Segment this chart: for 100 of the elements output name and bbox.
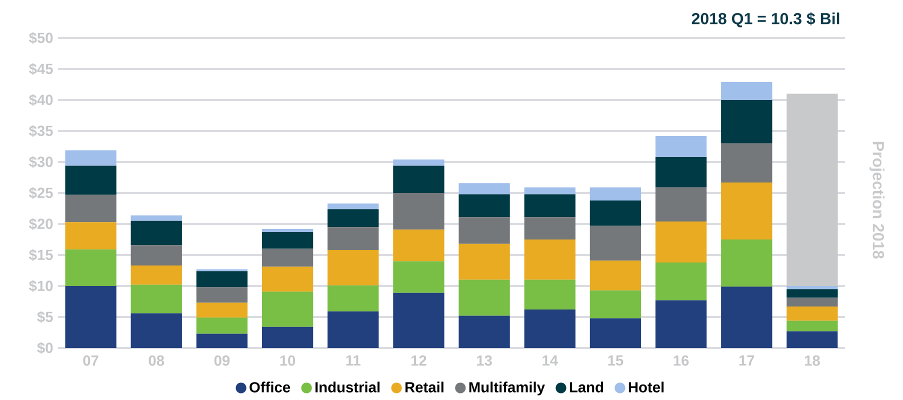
y-tick-label: $15 <box>29 249 53 261</box>
bar <box>393 230 444 262</box>
y-tick-label: $35 <box>29 125 53 137</box>
legend-label: Multifamily <box>469 382 545 396</box>
text: 2018 Q1 = 10.3 $ Bil <box>692 12 840 28</box>
bar <box>721 182 772 240</box>
bar <box>786 94 838 286</box>
bar <box>458 316 510 348</box>
y-tick-label: $25 <box>29 187 53 199</box>
bar <box>590 226 642 261</box>
bar <box>328 227 379 250</box>
bar <box>655 300 707 348</box>
y-tick-label: $0 <box>37 342 53 354</box>
y-tick-label: $20 <box>29 218 53 230</box>
x-tick-label: 18 <box>804 355 820 366</box>
x-tick-label: 10 <box>280 355 296 366</box>
bar <box>130 313 182 348</box>
y-tick-label: $10 <box>29 280 53 292</box>
bar <box>458 244 510 280</box>
bar <box>655 187 707 222</box>
bar <box>458 217 510 244</box>
bar <box>786 331 838 348</box>
x-tick-label: 07 <box>83 355 98 366</box>
bar <box>655 222 707 262</box>
y-tick-label: $40 <box>29 94 53 106</box>
bar <box>196 318 248 334</box>
bar <box>524 217 576 240</box>
bar <box>130 215 182 221</box>
bar <box>655 157 707 188</box>
bar <box>721 240 772 287</box>
y-tick-label: $45 <box>29 63 53 75</box>
bar <box>262 228 314 232</box>
legend-label: Office <box>250 382 290 392</box>
bar <box>393 160 444 166</box>
bar <box>786 289 838 298</box>
bar <box>65 286 116 348</box>
bar <box>590 290 642 318</box>
bar <box>328 311 379 348</box>
x-tick-label: 15 <box>608 355 624 366</box>
bar <box>590 187 642 200</box>
bar <box>130 266 182 285</box>
bar <box>262 326 314 348</box>
bar <box>786 286 838 290</box>
bar <box>393 193 444 230</box>
legend-label: Hotel <box>628 382 664 392</box>
bar <box>458 194 510 218</box>
y-tick-label: $30 <box>29 156 53 168</box>
legend-label: Retail <box>405 382 444 392</box>
bar <box>786 306 838 321</box>
legend-label: Land <box>570 382 604 392</box>
bar <box>655 136 707 158</box>
x-tick-label: 09 <box>214 355 230 366</box>
bar <box>721 82 772 100</box>
bar <box>721 143 772 182</box>
x-tick-label: 13 <box>477 355 492 366</box>
bar <box>262 232 314 249</box>
bar <box>196 302 248 318</box>
bar <box>524 240 576 280</box>
x-tick-label: 12 <box>411 355 426 366</box>
bar <box>590 260 642 290</box>
bar <box>196 271 248 288</box>
legend-label: Industrial <box>316 382 380 392</box>
bar <box>65 194 116 222</box>
bar <box>130 284 182 314</box>
bar <box>65 150 116 166</box>
bar <box>393 166 444 193</box>
bar <box>130 245 182 266</box>
bar <box>65 166 116 195</box>
bar <box>262 266 314 292</box>
bar <box>524 194 576 218</box>
bar <box>721 286 772 348</box>
bar <box>196 287 248 303</box>
x-tick-label: 17 <box>739 355 754 366</box>
bar <box>458 280 510 316</box>
bar <box>262 248 314 267</box>
bar <box>458 183 510 194</box>
y-tick-label: $50 <box>29 32 53 44</box>
bar <box>524 187 576 194</box>
bar <box>786 298 838 306</box>
y-tick-label: $5 <box>37 311 53 323</box>
bar <box>65 249 116 286</box>
bar <box>786 320 838 332</box>
bar <box>655 262 707 300</box>
bar <box>524 310 576 348</box>
bar <box>590 318 642 348</box>
bar <box>328 285 379 312</box>
bar <box>328 209 379 228</box>
x-tick-label: 11 <box>346 355 360 366</box>
bar <box>590 200 642 226</box>
x-tick-label: 14 <box>542 355 558 366</box>
x-tick-label: 16 <box>674 355 689 366</box>
bar <box>524 280 576 310</box>
bar <box>262 292 314 327</box>
bar <box>393 261 444 293</box>
bar <box>65 222 116 250</box>
bar <box>196 334 248 348</box>
bar <box>328 204 379 210</box>
bar <box>328 250 379 286</box>
bar <box>721 100 772 144</box>
x-tick-label: 08 <box>148 355 164 366</box>
